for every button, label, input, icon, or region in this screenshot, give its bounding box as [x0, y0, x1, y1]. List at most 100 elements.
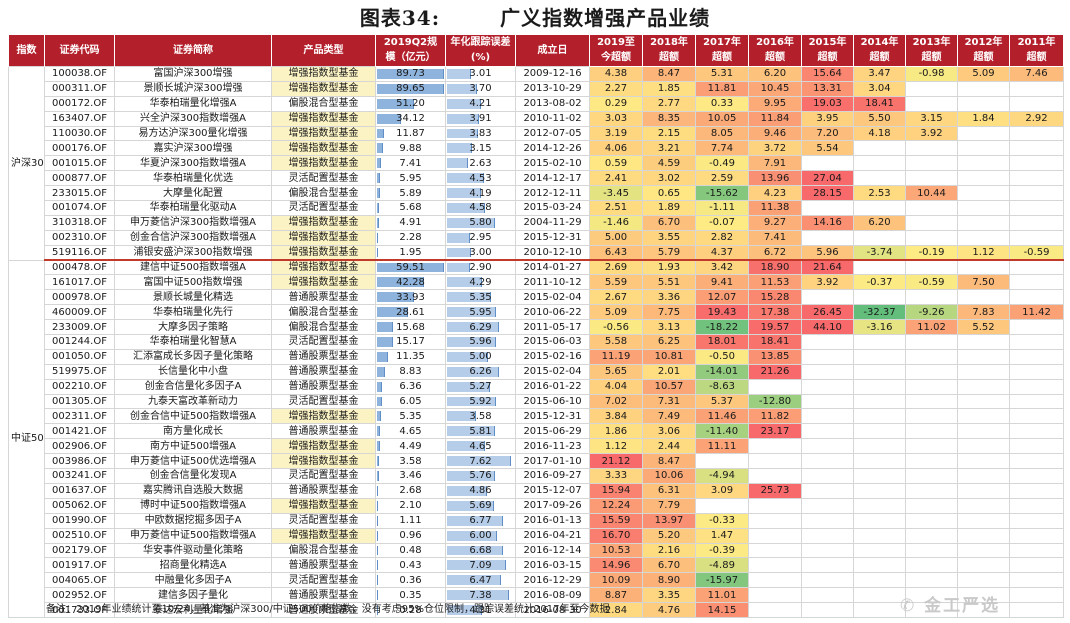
- excess-return-cell: 5.37: [695, 393, 749, 410]
- scale-cell: 15.68: [375, 319, 446, 336]
- excess-return-cell: [853, 572, 906, 589]
- scale-cell: 4.49: [375, 438, 446, 455]
- scale-bar: [377, 456, 380, 467]
- inception-date: 2004-11-29: [515, 214, 590, 231]
- excess-return-cell: 5.52: [957, 319, 1010, 336]
- excess-return-cell: [957, 557, 1010, 574]
- excess-return-cell: 5.65: [589, 363, 643, 380]
- inception-date: 2014-12-26: [515, 140, 590, 157]
- scale-value: 11.35: [396, 351, 425, 363]
- fund-name: 富国中证500指数增强: [114, 274, 272, 291]
- fund-code: 002179.OF: [44, 542, 115, 559]
- fund-code: 519116.OF: [44, 244, 115, 262]
- excess-return-cell: [957, 453, 1010, 470]
- excess-return-cell: 5.96: [801, 244, 854, 262]
- excess-return-cell: 11.53: [748, 274, 802, 291]
- excess-return-cell: [801, 453, 854, 470]
- excess-return-cell: 2.44: [642, 438, 696, 455]
- excess-return-cell: [853, 200, 906, 216]
- excess-return-cell: -3.45: [589, 185, 643, 202]
- excess-return-cell: 11.46: [695, 408, 749, 425]
- tracking-error-bar: [447, 188, 482, 199]
- excess-return-cell: 10.53: [589, 542, 643, 559]
- table-row: 004065.OF 中融量化多因子A 灵活配置型基金 0.36 6.47 2016-12-…: [9, 572, 1064, 589]
- scale-bar: [377, 441, 381, 452]
- excess-return-cell: [853, 468, 906, 484]
- fund-code: 001421.OF: [44, 423, 115, 440]
- excess-return-cell: 7.41: [748, 229, 802, 246]
- inception-date: 2015-03-24: [515, 200, 590, 216]
- tracking-error-bar: [447, 98, 482, 109]
- excess-return-cell: [957, 378, 1010, 395]
- fund-code: 460009.OF: [44, 304, 115, 321]
- tracking-error-bar: [447, 143, 473, 154]
- tracking-error-value: 4.53: [469, 172, 492, 184]
- scale-value: 5.89: [399, 187, 422, 199]
- table-row: 001050.OF 汇添富成长多因子量化策略 普通股票型基金 11.35 5.00 201…: [9, 348, 1064, 365]
- fund-name: 建信中证500指数增强A: [114, 259, 272, 276]
- excess-return-cell: [957, 512, 1010, 529]
- tracking-error-bar: [447, 217, 496, 228]
- scale-bar: [377, 203, 380, 213]
- excess-return-cell: 5.54: [801, 140, 854, 157]
- inception-date: 2015-02-10: [515, 155, 590, 172]
- table-row: 中证500000478.OF建信中证500指数增强A增强指数型基金59.512.…: [8, 259, 1064, 618]
- tracking-error-cell: 6.68: [445, 542, 516, 559]
- excess-return-cell: 2.27: [589, 80, 643, 97]
- fund-name: 华夏沪深300指数增强A: [114, 155, 272, 172]
- column-header: 2019至: [589, 34, 643, 51]
- excess-return-cell: 13.97: [642, 512, 696, 529]
- inception-date: 2017-01-10: [515, 453, 590, 470]
- tracking-error-bar: [447, 441, 486, 452]
- excess-return-cell: 3.55: [642, 229, 696, 246]
- table-row: 002510.OF 申万菱信中证500指数增强A 增强指数型基金 0.96 6.00 20…: [9, 527, 1064, 544]
- excess-return-cell: 12.24: [589, 497, 643, 514]
- excess-return-cell: [905, 363, 958, 380]
- excess-return-cell: [1009, 438, 1064, 455]
- scale-value: 2.28: [399, 232, 422, 244]
- excess-return-cell: [1009, 80, 1064, 97]
- excess-return-cell: 28.15: [801, 185, 854, 202]
- excess-return-cell: [957, 482, 1010, 499]
- fund-name: 易方达沪深300量化增强: [114, 125, 272, 142]
- excess-return-cell: 18.41: [853, 95, 906, 112]
- tracking-error-cell: 6.47: [445, 572, 516, 589]
- excess-return-cell: 3.09: [695, 482, 749, 499]
- fund-code: 161017.OF: [44, 274, 115, 291]
- excess-return-cell: 7.50: [957, 274, 1010, 291]
- scale-value: 0.36: [399, 574, 422, 586]
- excess-return-cell: 5.31: [695, 66, 749, 82]
- fund-code: 001917.OF: [44, 557, 115, 574]
- excess-return-cell: [957, 80, 1010, 97]
- tracking-error-value: 5.76: [469, 470, 492, 482]
- tracking-error-value: 4.29: [469, 276, 492, 288]
- fund-name: 申万菱信沪深300指数增强A: [114, 214, 272, 231]
- excess-return-cell: [748, 438, 802, 455]
- tracking-error-cell: 5.76: [445, 468, 516, 484]
- table-row: 001733.OF 泰达宏利量化增强 普通股票型基金 0.28 4.31 2016-08-…: [9, 602, 1064, 618]
- excess-return-cell: [905, 334, 958, 350]
- fund-code: 003986.OF: [44, 453, 115, 470]
- excess-return-cell: 14.96: [589, 557, 643, 574]
- tracking-error-cell: 5.80: [445, 214, 516, 231]
- inception-date: 2014-01-27: [515, 259, 590, 276]
- table-row: 002952.OF 建信多因子量化 普通股票型基金 0.35 7.38 2016-08-0…: [9, 587, 1064, 604]
- tracking-error-value: 5.80: [469, 217, 492, 229]
- inception-date: 2016-09-27: [515, 468, 590, 484]
- excess-return-cell: [853, 497, 906, 514]
- scale-cell: 0.48: [375, 542, 446, 559]
- excess-return-cell: [957, 348, 1010, 365]
- excess-return-cell: [905, 140, 958, 157]
- inception-date: 2016-04-21: [515, 527, 590, 544]
- excess-return-cell: -4.94: [695, 468, 749, 484]
- inception-date: 2016-12-29: [515, 572, 590, 589]
- scale-bar: [377, 292, 415, 303]
- table-row: 519975.OF 长信量化中小盘 普通股票型基金 8.83 6.26 2015-02-0…: [9, 363, 1064, 380]
- excess-return-cell: 25.73: [748, 482, 802, 499]
- excess-return-cell: [905, 378, 958, 395]
- excess-return-cell: 10.81: [642, 348, 696, 365]
- excess-return-cell: [957, 408, 1010, 425]
- excess-return-cell: [1009, 363, 1064, 380]
- fund-type: 灵活配置型基金: [271, 334, 376, 350]
- table-row: 001421.OF 南方量化成长 普通股票型基金 4.65 5.81 2015-06-29…: [9, 423, 1064, 440]
